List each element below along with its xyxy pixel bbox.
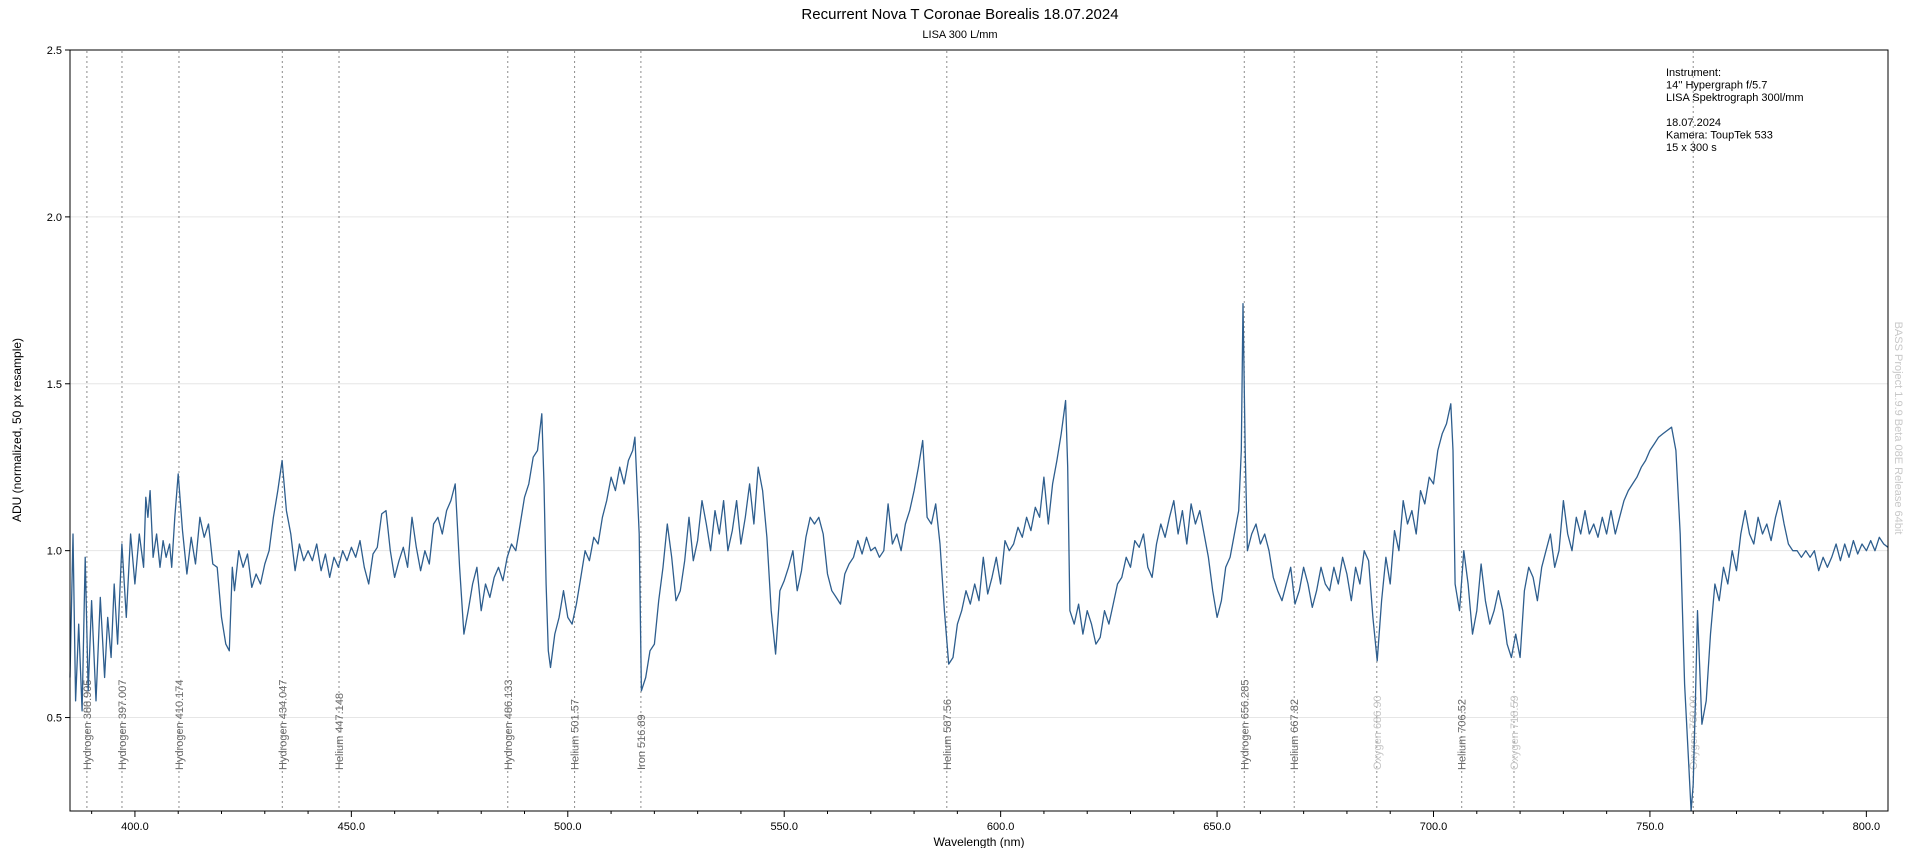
x-tick-label: 700.0: [1420, 821, 1448, 833]
plot-frame: [69, 49, 1889, 812]
instrument-info-line: LISA Spektrograph 300l/mm: [1666, 92, 1804, 104]
reference-lines: Hydrogen 388.905 Hydrogen 397.007 Hydrogen…: [82, 51, 1700, 810]
reference-line-label: Hydrogen 410.174: [174, 679, 186, 770]
software-watermark: BASS Project 1.9.9 Beta 08E Release 64bi…: [1892, 322, 1904, 535]
reference-line-label: Helium 447.148: [334, 693, 346, 770]
x-tick-label: 800.0: [1853, 821, 1881, 833]
reference-line-label: Helium 501.57: [570, 699, 582, 770]
x-axis: 400.0 450.0 500.0 550.0 600.0 650.0 700.0 750.0…: [91, 811, 1881, 833]
reference-line-label: Hydrogen 656.285: [1239, 679, 1251, 770]
reference-line-label: Helium 667.82: [1289, 699, 1301, 770]
y-axis-label: ADU (normalized, 50 px resample): [10, 338, 24, 522]
x-tick-label: 500.0: [554, 821, 582, 833]
x-tick-label: 650.0: [1203, 821, 1231, 833]
y-tick-label: 1.5: [47, 379, 62, 391]
reference-line-label: Iron 516.89: [636, 714, 648, 770]
reference-line-label: Hydrogen 388.905: [82, 679, 94, 770]
y-tick-label: 2.0: [47, 212, 62, 224]
y-tick-label: 2.5: [47, 45, 62, 57]
reference-line-label: Helium 587.56: [942, 699, 954, 770]
reference-line-label: Hydrogen 486.133: [503, 679, 515, 770]
reference-line-label: Helium 706.52: [1457, 699, 1469, 770]
x-tick-label: 750.0: [1636, 821, 1664, 833]
instrument-info-line: Instrument:: [1666, 67, 1721, 79]
x-tick-label: 550.0: [770, 821, 798, 833]
reference-line-label: Oxygen 686.90: [1372, 695, 1384, 770]
x-tick-label: 400.0: [121, 821, 149, 833]
instrument-info-line: 18.07.2024: [1666, 117, 1721, 129]
instrument-info-line: 14'' Hypergraph f/5.7: [1666, 80, 1767, 92]
y-tick-label: 0.5: [47, 713, 62, 725]
x-tick-label: 450.0: [338, 821, 366, 833]
reference-line-label: Oxygen 718.59: [1509, 695, 1521, 770]
chart-subtitle: LISA 300 L/mm: [922, 29, 997, 41]
reference-line-label: Hydrogen 397.007: [117, 679, 129, 770]
y-axis: 0.5 1.0 1.5 2.0 2.5: [47, 45, 70, 725]
series-layer: [69, 303, 1889, 812]
y-tick-label: 1.0: [47, 546, 62, 558]
spectrum-series-line: [69, 303, 1889, 812]
chart-title: Recurrent Nova T Coronae Borealis 18.07.…: [801, 6, 1118, 23]
x-axis-label: Wavelength (nm): [934, 835, 1025, 848]
instrument-info-line: Kamera: ToupTek 533: [1666, 130, 1773, 142]
instrument-info-line: 15 x 300 s: [1666, 142, 1717, 154]
gridlines: [70, 216, 1888, 719]
reference-line-label: Hydrogen 434.047: [277, 679, 289, 770]
x-tick-label: 600.0: [987, 821, 1015, 833]
